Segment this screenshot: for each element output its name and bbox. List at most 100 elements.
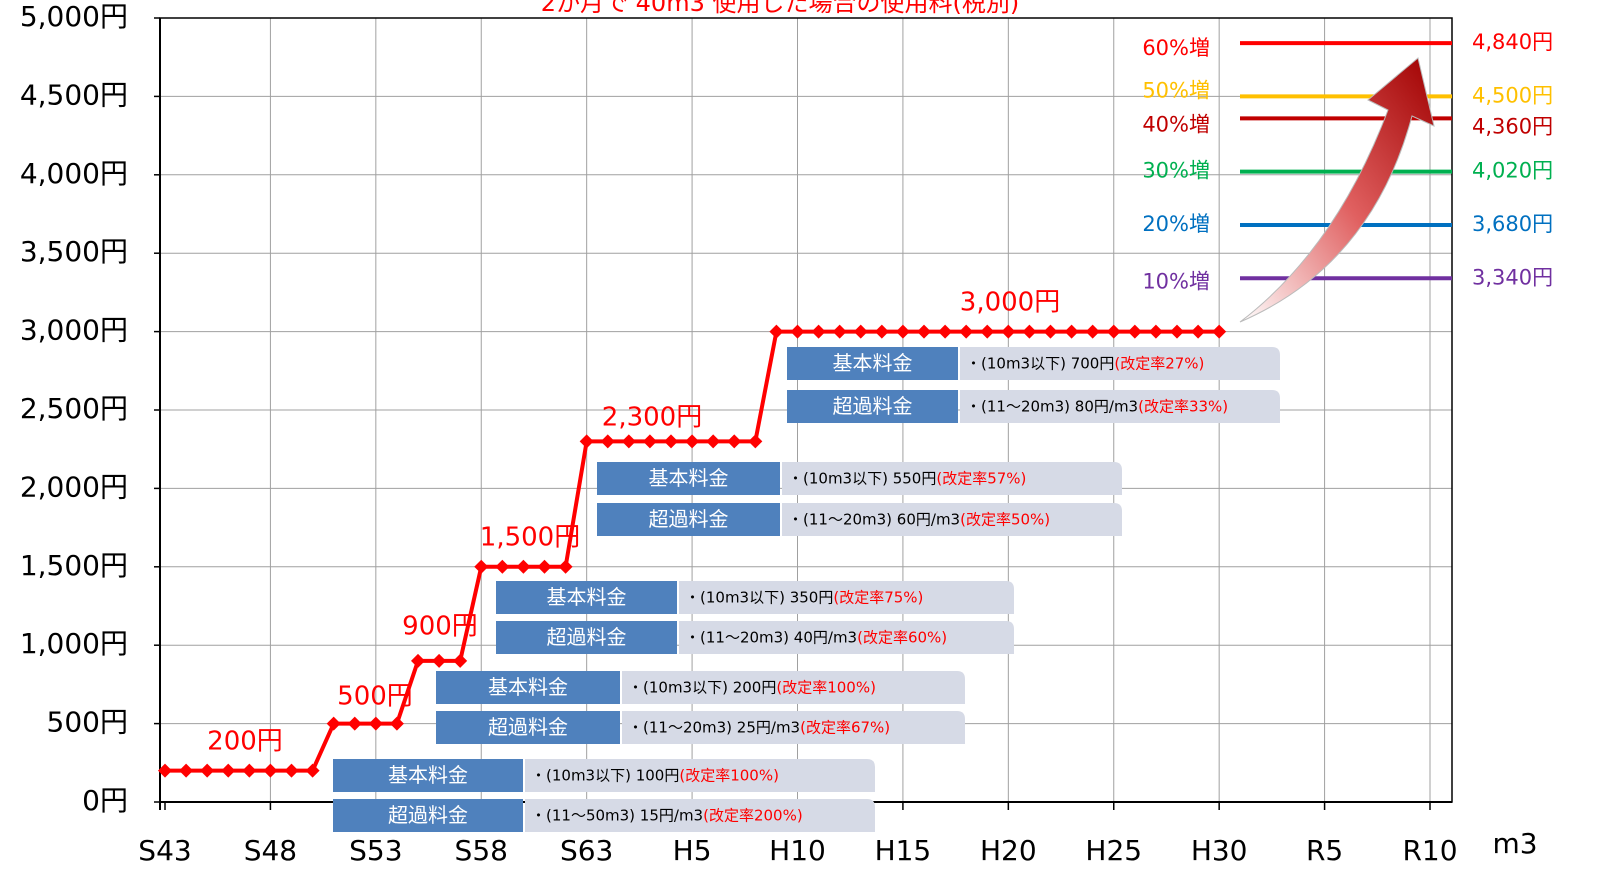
x-tick-label: H30 xyxy=(1191,834,1248,867)
y-tick-label: 1,000円 xyxy=(20,627,128,660)
fee-detail: ・(10m3以下) 550円(改定率57%) xyxy=(788,469,1026,487)
fee-detail-text: ・(11〜20m3) 80円/m3 xyxy=(966,397,1138,415)
data-point xyxy=(791,325,805,339)
fee-label: 超過料金 xyxy=(649,507,729,531)
reference-value: 4,840円 xyxy=(1472,30,1553,54)
data-point xyxy=(1149,325,1163,339)
y-tick-label: 3,000円 xyxy=(20,314,128,347)
data-point xyxy=(390,717,404,731)
y-tick-label: 0円 xyxy=(82,784,128,817)
fee-label: 超過料金 xyxy=(833,394,913,418)
fee-label: 超過料金 xyxy=(547,625,627,649)
data-point xyxy=(1065,325,1079,339)
reference-value: 4,360円 xyxy=(1472,114,1553,138)
data-point xyxy=(1128,325,1142,339)
data-point xyxy=(748,434,762,448)
data-point xyxy=(411,654,425,668)
y-tick-label: 2,000円 xyxy=(20,470,128,503)
y-tick-label: 1,500円 xyxy=(20,549,128,582)
x-tick-label: H20 xyxy=(980,834,1037,867)
data-point xyxy=(348,717,362,731)
fee-detail: ・(11〜20m3) 80円/m3(改定率33%) xyxy=(966,397,1228,415)
data-point xyxy=(664,434,678,448)
x-tick-label: R10 xyxy=(1402,834,1457,867)
fee-label: 基本料金 xyxy=(649,466,729,490)
data-point xyxy=(538,560,552,574)
data-point xyxy=(474,560,488,574)
fee-rate: (改定率60%) xyxy=(857,628,947,646)
x-tick-label: H15 xyxy=(875,834,932,867)
fee-rate: (改定率75%) xyxy=(833,588,923,606)
x-tick-label: H5 xyxy=(673,834,712,867)
data-point xyxy=(1044,325,1058,339)
data-point xyxy=(200,764,214,778)
step-label: 200円 xyxy=(207,727,283,757)
fee-label: 基本料金 xyxy=(388,763,468,787)
x-tick-label: H10 xyxy=(769,834,826,867)
fee-rate: (改定率100%) xyxy=(776,678,876,696)
fee-rate: (改定率33%) xyxy=(1138,397,1228,415)
fee-detail-text: ・(10m3以下) 700円 xyxy=(966,354,1114,372)
data-point xyxy=(769,325,783,339)
fee-label: 超過料金 xyxy=(488,715,568,739)
data-point xyxy=(875,325,889,339)
data-point xyxy=(1212,325,1226,339)
fee-detail-text: ・(11〜50m3) 15円/m3 xyxy=(531,806,703,824)
fee-detail-text: ・(10m3以下) 350円 xyxy=(685,588,833,606)
step-label: 3,000円 xyxy=(960,288,1060,318)
data-point xyxy=(369,717,383,731)
data-point xyxy=(221,764,235,778)
fee-detail-text: ・(10m3以下) 550円 xyxy=(788,469,936,487)
data-point xyxy=(1170,325,1184,339)
x-tick-label: S43 xyxy=(138,834,191,867)
fee-rate: (改定率100%) xyxy=(679,766,779,784)
fee-rate: (改定率27%) xyxy=(1114,354,1204,372)
data-point xyxy=(812,325,826,339)
fee-detail-text: ・(10m3以下) 100円 xyxy=(531,766,679,784)
data-point xyxy=(1191,325,1205,339)
fee-rate: (改定率50%) xyxy=(960,510,1050,528)
y-tick-label: 4,500円 xyxy=(20,78,128,111)
data-point xyxy=(242,764,256,778)
fee-label: 基本料金 xyxy=(488,675,568,699)
data-point xyxy=(980,325,994,339)
fee-detail: ・(11〜20m3) 40円/m3(改定率60%) xyxy=(685,628,947,646)
fee-rate: (改定率200%) xyxy=(703,806,803,824)
data-point xyxy=(938,325,952,339)
fee-rate: (改定率67%) xyxy=(800,718,890,736)
reference-name: 10%増 xyxy=(1142,269,1210,293)
fee-detail-text: ・(11〜20m3) 25円/m3 xyxy=(628,718,800,736)
chart-title: 2か月で 40m3 使用した場合の使用料(税別) xyxy=(541,0,1019,17)
x-tick-label: R5 xyxy=(1306,834,1343,867)
data-point xyxy=(601,434,615,448)
step-label: 2,300円 xyxy=(602,403,702,433)
data-point xyxy=(1086,325,1100,339)
data-point xyxy=(516,560,530,574)
y-tick-label: 500円 xyxy=(47,706,128,739)
step-label: 1,500円 xyxy=(480,523,580,553)
data-point xyxy=(580,434,594,448)
y-tick-label: 5,000円 xyxy=(20,0,128,33)
fee-detail: ・(10m3以下) 200円(改定率100%) xyxy=(628,678,876,696)
reference-value: 3,680円 xyxy=(1472,212,1553,236)
y-tick-label: 3,500円 xyxy=(20,235,128,268)
data-point xyxy=(495,560,509,574)
fee-detail: ・(10m3以下) 100円(改定率100%) xyxy=(531,766,779,784)
data-point xyxy=(306,764,320,778)
x-tick-label: H25 xyxy=(1085,834,1142,867)
reference-value: 4,500円 xyxy=(1472,83,1553,107)
data-point xyxy=(432,654,446,668)
reference-name: 30%増 xyxy=(1142,159,1210,183)
reference-name: 50%増 xyxy=(1142,78,1210,102)
data-point xyxy=(917,325,931,339)
reference-name: 20%増 xyxy=(1142,212,1210,236)
x-tick-label: S63 xyxy=(560,834,613,867)
data-point xyxy=(959,325,973,339)
x-tick-label: S58 xyxy=(455,834,508,867)
chart: 0円500円1,000円1,500円2,000円2,500円3,000円3,50… xyxy=(0,0,1604,888)
data-point xyxy=(622,434,636,448)
data-point xyxy=(285,764,299,778)
fee-detail: ・(10m3以下) 350円(改定率75%) xyxy=(685,588,923,606)
data-point xyxy=(559,560,573,574)
fee-rate: (改定率57%) xyxy=(936,469,1026,487)
